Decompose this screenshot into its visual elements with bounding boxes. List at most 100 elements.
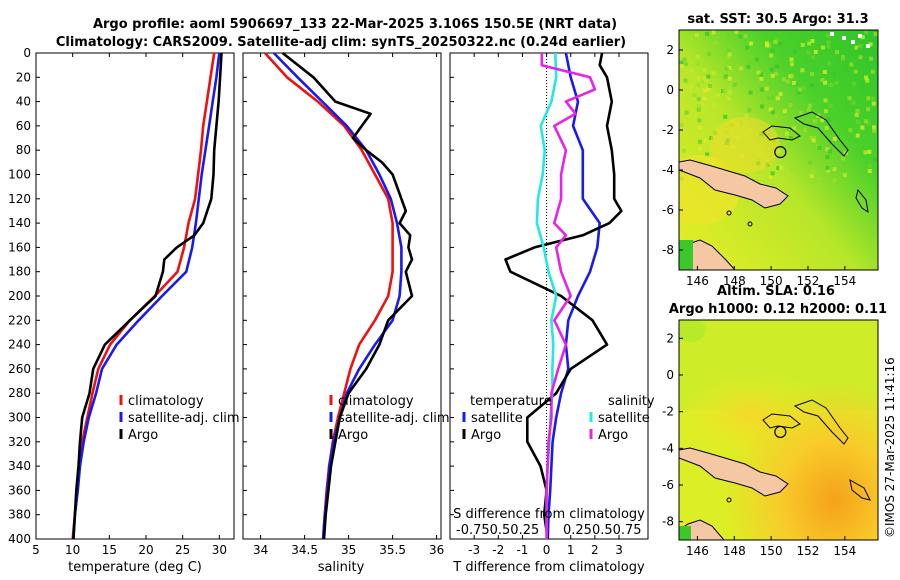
y-tick-label: 80 [16,143,31,157]
legend-s-satellite-label: satellite [598,411,650,426]
map-x-tick-label: 150 [760,274,783,288]
temperature-xlabel: temperature (deg C) [68,560,202,575]
map-y-tick-label: -8 [662,515,674,529]
y-tick-label: 20 [16,70,31,84]
temperature-argo-line [72,52,223,540]
legend-temperature-title: temperature [470,394,552,409]
s-axis-title: S difference from climatology [453,507,645,522]
coast-new-ireland [793,111,849,157]
y-tick-label: 100 [8,168,31,182]
y-tick-label: 0 [23,46,31,60]
x-tick-label: 25 [175,543,190,557]
x-tick-label: 20 [138,543,153,557]
sla-corner-patch [679,526,691,540]
coast-solomon [855,188,869,214]
map-y-tick-label: -6 [662,478,674,492]
y-tick-label: 160 [8,240,31,254]
y-tick-label: 300 [8,411,31,425]
y-tick-label: 400 [8,532,31,546]
salinity-satellite-adj-clim-line [272,52,403,540]
s-axis-ticks-right: 0.250.50.75 [563,523,642,538]
y-tick-label: 40 [16,95,31,109]
argo-location-marker [774,146,787,159]
map-y-tick-label: -2 [662,405,674,419]
y-tick-label: 200 [8,289,31,303]
map-y-tick-label: -2 [662,123,674,137]
map-y-tick-label: -4 [662,441,674,455]
map-y-tick-label: 0 [666,83,674,97]
salinity-legend: climatology satellite-adj. clim Argo [329,394,450,443]
sst-map-title: sat. SST: 30.5 Argo: 31.3 [687,12,868,27]
legend-salinity-title: salinity [608,394,655,409]
salinity-xlabel: salinity [318,560,365,575]
difference-legend: temperature satellite Argo salinity sate… [462,394,655,443]
map-y-tick-label: -8 [662,243,674,257]
legend-s-argo-label: Argo [598,428,628,443]
legend-climatology-label: climatology [338,394,414,409]
x-tick-label: 35.5 [379,543,406,557]
x-tick-label: 34.5 [291,543,318,557]
map-y-tick-label: -4 [662,163,674,177]
map-x-tick-label: 150 [760,544,783,558]
x-tick-label: 0 [543,543,551,557]
y-tick-label: 320 [8,435,31,449]
difference-axes [449,52,649,540]
x-tick-label: 30 [212,543,227,557]
x-tick-label: 36 [429,543,444,557]
s-axis-ticks-left: -0.750.50.25 [456,523,539,538]
y-tick-label: 360 [8,483,31,497]
coast-new-britain [762,413,801,429]
land-new-guinea [679,159,789,209]
temperature-satellite-adj-clim-line [72,52,221,540]
y-tick-label: 240 [8,338,31,352]
map-y-tick-label: 2 [666,331,674,345]
y-tick-label: 140 [8,216,31,230]
sla-warm-anomaly [679,320,878,540]
x-tick-label: 34 [253,543,268,557]
sla-map-title-line-2: Argo h1000: 0.12 h2000: 0.11 [669,302,887,317]
x-tick-label: 10 [65,543,80,557]
map-x-tick-label: 146 [686,544,709,558]
salinity-axes [242,52,442,540]
map-y-tick-label: 2 [666,43,674,57]
temperature-panel: 0 20 40 60 80 100 120 140 160 180 200 220 240 260 280 3… [8,46,240,575]
x-tick-label: -1 [516,543,528,557]
y-tick-label: 340 [8,459,31,473]
map-x-tick-label: 146 [686,274,709,288]
salinity-panel: 34 34.5 35 35.5 36 salinity climatology sate… [242,51,450,575]
map-x-tick-label: 154 [833,274,856,288]
argo-location-marker [774,425,787,439]
coast-new-britain [762,125,801,141]
land-new-guinea [679,447,789,497]
sst-corner-patch [679,240,693,270]
coast-solomon [849,479,871,501]
map-x-tick-label: 148 [723,544,746,558]
legend-t-satellite-label: satellite [471,411,523,426]
map-x-tick-label: 152 [797,274,820,288]
difference-t-satellite-line [546,52,602,540]
sst-map-frame [678,29,879,271]
y-tick-label: 260 [8,362,31,376]
sla-map-frame [678,319,879,541]
footer-timestamp: ©IMOS 27-Mar-2025 11:41:16 [883,357,897,538]
coast-new-ireland [793,399,849,445]
difference-t-argo-line [504,52,623,540]
x-tick-label: 3 [615,543,623,557]
legend-satellite-label: satellite-adj. clim [338,411,450,426]
legend-climatology-label: climatology [128,394,204,409]
sst-map-panel: sat. SST: 30.5 Argo: 31.3 146 148 150 152 15… [662,12,879,288]
x-tick-label: 15 [102,543,117,557]
title-line-2: Climatology: CARS2009. Satellite-adj cli… [56,35,626,50]
map-y-tick-label: 0 [666,368,674,382]
map-y-tick-label: -6 [662,203,674,217]
legend-argo-label: Argo [338,428,368,443]
difference-xlabel: T difference from climatology [452,560,645,575]
legend-satellite-label: satellite-adj. clim [128,411,240,426]
y-tick-label: 120 [8,192,31,206]
salinity-argo-line [281,51,414,540]
legend-argo-label: Argo [128,428,158,443]
difference-panel: -3 -2 -1 0 1 2 3 T difference from climatology… [449,52,655,575]
difference-s-argo-line [540,53,597,539]
temperature-legend: climatology satellite-adj. clim Argo [119,394,240,443]
